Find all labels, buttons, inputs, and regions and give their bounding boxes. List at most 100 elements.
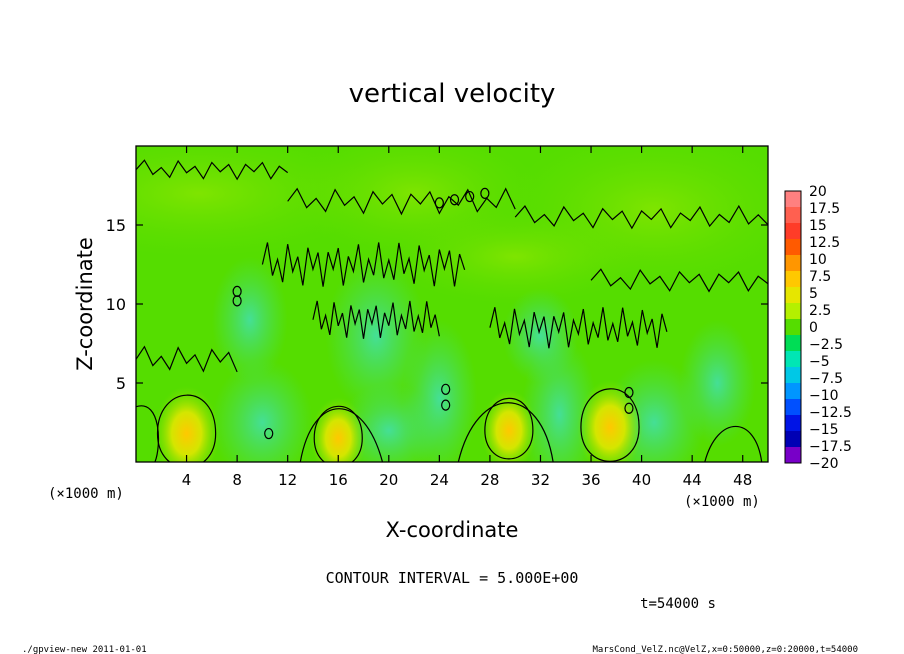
contour-updraft	[313, 405, 363, 462]
updraft-core	[577, 379, 643, 462]
contour-small-loop	[441, 399, 451, 411]
field-downdraft-region	[211, 359, 313, 462]
x-tick-label: 8	[232, 471, 242, 489]
colorbar-swatch	[785, 431, 801, 448]
contour-line	[514, 204, 768, 230]
x-axis-unit-left: (×1000 m)	[48, 486, 124, 502]
colorbar-swatch	[785, 255, 801, 272]
contour-small-loop	[232, 285, 242, 297]
colorbar-swatch	[785, 191, 801, 208]
colorbar: 2017.51512.5107.552.50−2.5−5−7.5−10−12.5…	[784, 184, 852, 472]
x-tick-label: 44	[683, 471, 702, 489]
contour-small-loop	[624, 386, 634, 399]
colorbar-swatch	[785, 319, 801, 336]
contour-line	[136, 159, 289, 181]
colorbar-swatch	[785, 207, 801, 224]
colorbar-swatch	[785, 351, 801, 368]
colorbar-label: 15	[809, 218, 827, 234]
chart-title: vertical velocity	[349, 79, 556, 109]
contour-updraft	[580, 388, 640, 462]
colorbar-label: 5	[809, 286, 818, 302]
colorbar-swatch	[785, 415, 801, 432]
colorbar-label: −10	[809, 388, 839, 404]
y-axis-label: Z-coordinate	[73, 237, 97, 371]
colorbar-label: 2.5	[809, 303, 831, 319]
contour-lines	[136, 159, 768, 462]
contour-line	[261, 242, 466, 287]
contour-updraft	[156, 394, 217, 462]
contour-small-loop	[449, 194, 460, 206]
colorbar-swatch	[785, 223, 801, 240]
x-tick-label: 4	[182, 471, 192, 489]
x-tick-label: 24	[430, 471, 449, 489]
colorbar-swatch	[785, 447, 801, 464]
colorbar-label: −2.5	[809, 337, 843, 353]
colorbar-label: 17.5	[809, 201, 840, 217]
field-downdraft-region	[502, 288, 579, 383]
updraft-core	[310, 397, 367, 462]
contour-line	[299, 408, 384, 462]
contour-small-loop	[624, 402, 634, 414]
x-tick-label: 48	[733, 471, 752, 489]
contour-line	[457, 402, 554, 462]
x-tick-label: 12	[278, 471, 297, 489]
contour-interval-text: CONTOUR INTERVAL = 5.000E+00	[326, 569, 579, 587]
contour-line	[312, 300, 440, 339]
colorbar-label: −7.5	[809, 371, 843, 387]
field-downdraft-region	[679, 319, 756, 447]
y-tick-label: 5	[116, 374, 126, 393]
colorbar-frame	[784, 190, 802, 464]
contour-line	[704, 425, 763, 462]
time-text: t=54000 s	[640, 596, 716, 612]
contour-line	[136, 345, 238, 373]
colorbar-label: −15	[809, 422, 839, 438]
x-axis-unit-right: (×1000 m)	[684, 494, 760, 510]
plot-area	[136, 146, 768, 462]
contour-small-loop	[264, 427, 274, 440]
colorbar-label: 7.5	[809, 269, 831, 285]
x-axis: 4 8 12 16 20 24 28 32 36 40 44 48	[182, 146, 752, 489]
y-tick-label: 15	[106, 216, 126, 235]
x-tick-label: 32	[531, 471, 550, 489]
contour-small-loop	[480, 187, 490, 199]
colorbar-swatch	[785, 335, 801, 352]
colorbar-label: −17.5	[809, 439, 852, 455]
contour-line	[590, 268, 768, 293]
contour-line	[489, 307, 668, 349]
field-downdraft-region	[211, 256, 288, 383]
updraft-core	[153, 386, 220, 462]
footer-left-text: ./gpview-new 2011-01-01	[22, 645, 147, 654]
colorbar-label: −12.5	[809, 405, 852, 421]
colorbar-swatch	[785, 271, 801, 288]
colorbar-swatch	[785, 399, 801, 416]
colorbar-label: −20	[809, 456, 839, 472]
y-tick-label: 10	[106, 295, 126, 314]
colorbar-swatch	[785, 287, 801, 304]
x-tick-label: 20	[379, 471, 398, 489]
contour-line	[287, 187, 516, 216]
field-warm-region	[388, 209, 642, 304]
contour-line	[136, 405, 160, 462]
contour-small-loop	[465, 190, 475, 203]
field-downdraft-region	[325, 256, 427, 415]
colorbar-label: 10	[809, 252, 827, 268]
y-axis: 5 10 15	[106, 216, 768, 393]
contour-updraft	[484, 397, 534, 460]
colorbar-label: 0	[809, 320, 818, 336]
contour-small-loop	[434, 197, 444, 209]
x-tick-label: 16	[329, 471, 348, 489]
x-tick-label: 28	[480, 471, 499, 489]
footer-right-text: MarsCond_VelZ.nc@VelZ,x=0:50000,z=0:2000…	[592, 645, 858, 654]
colorbar-swatch	[785, 367, 801, 384]
colorbar-label: 12.5	[809, 235, 840, 251]
colorbar-label: −5	[809, 354, 830, 370]
colorbar-swatch	[785, 239, 801, 256]
contour-small-loop	[441, 383, 451, 395]
x-tick-label: 40	[632, 471, 651, 489]
x-tick-label: 36	[581, 471, 600, 489]
field-features	[136, 146, 768, 462]
colorbar-label: 20	[809, 184, 827, 200]
colorbar-swatch	[785, 303, 801, 320]
updraft-core	[481, 389, 537, 462]
